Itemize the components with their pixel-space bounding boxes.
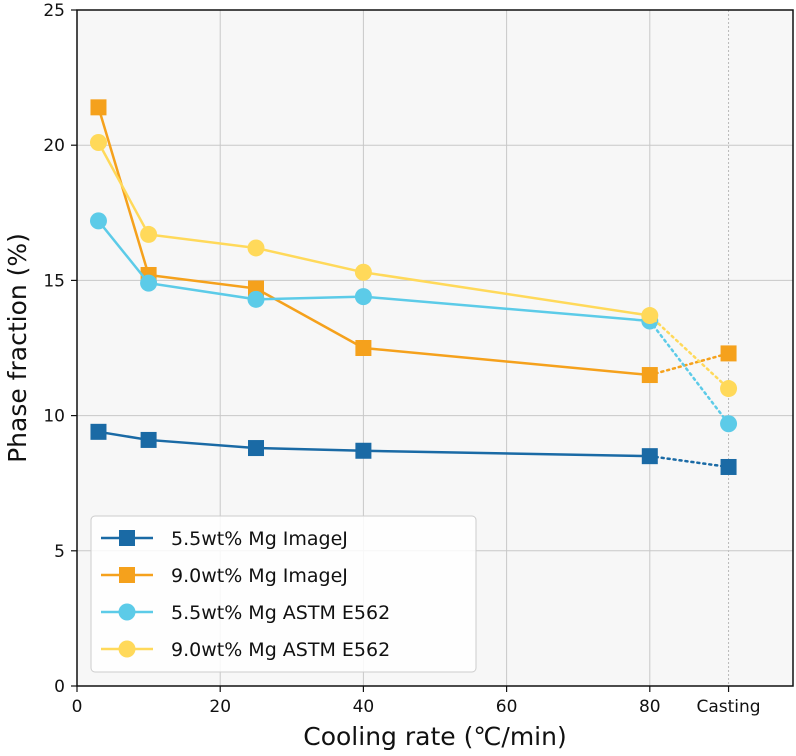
legend-entry: 5.5wt% Mg ASTM E562 [101, 602, 390, 624]
data-point [90, 423, 107, 440]
legend-entry: 9.0wt% Mg ImageJ [101, 565, 348, 587]
series-casting-line [648, 314, 730, 390]
data-point [248, 440, 264, 457]
legend-marker [118, 640, 136, 658]
y-tick-label: 25 [43, 1, 65, 21]
series-casting-line [648, 454, 730, 469]
legend-entry: 9.0wt% Mg ASTM E562 [101, 639, 390, 661]
x-tick-label: 80 [639, 697, 661, 717]
x-tick-label: 20 [209, 697, 231, 717]
data-point-casting [720, 380, 738, 398]
series-4 [89, 133, 738, 398]
legend-label: 9.0wt% Mg ImageJ [171, 565, 348, 587]
legend-entry: 5.5wt% Mg ImageJ [101, 528, 348, 550]
legend-marker [119, 567, 135, 583]
legend-label: 9.0wt% Mg ASTM E562 [171, 639, 390, 661]
legend-box [90, 515, 477, 673]
data-point [140, 431, 157, 448]
y-tick-label: 0 [54, 677, 65, 697]
x-tick-label: 0 [72, 697, 83, 717]
x-tick-label: 40 [353, 697, 375, 717]
x-tick-label: 60 [496, 697, 518, 717]
data-point [247, 239, 265, 257]
series-1 [90, 423, 737, 475]
y-axis-label: Phase fraction (%) [3, 233, 32, 463]
legend-label: 5.5wt% Mg ASTM E562 [171, 602, 390, 624]
legend-label: 5.5wt% Mg ImageJ [171, 528, 348, 550]
data-point-casting [720, 415, 738, 433]
data-point [89, 212, 107, 230]
axis-ticks: 0 20 40 60 80 Casting 0 5 10 15 20 25 [43, 1, 760, 717]
x-tick-label-casting: Casting [697, 697, 761, 717]
y-tick-label: 15 [43, 271, 65, 291]
data-point [355, 340, 372, 356]
data-point [641, 448, 658, 465]
data-point-casting [720, 345, 737, 362]
series-casting-line [648, 352, 730, 377]
data-point [140, 274, 158, 292]
x-axis-label: Cooling rate (℃/min) [303, 722, 566, 751]
data-point [355, 442, 372, 459]
data-point [641, 367, 658, 384]
legend-marker [118, 603, 136, 621]
data-point [247, 290, 265, 308]
data-point [90, 99, 107, 116]
y-tick-label: 10 [43, 407, 65, 427]
legend: 5.5wt% Mg ImageJ 9.0wt% Mg ImageJ 5.5wt% M… [90, 515, 477, 673]
data-point [354, 263, 372, 281]
series-layer [89, 99, 738, 475]
series-casting-line [648, 319, 730, 425]
y-tick-label: 5 [54, 542, 65, 562]
data-point-casting [720, 458, 737, 475]
legend-marker [119, 530, 135, 546]
data-point [140, 225, 158, 243]
data-point [641, 307, 659, 325]
data-point [354, 288, 372, 306]
y-tick-label: 20 [43, 136, 65, 156]
data-point [89, 133, 107, 151]
plot-frame [76, 9, 794, 687]
